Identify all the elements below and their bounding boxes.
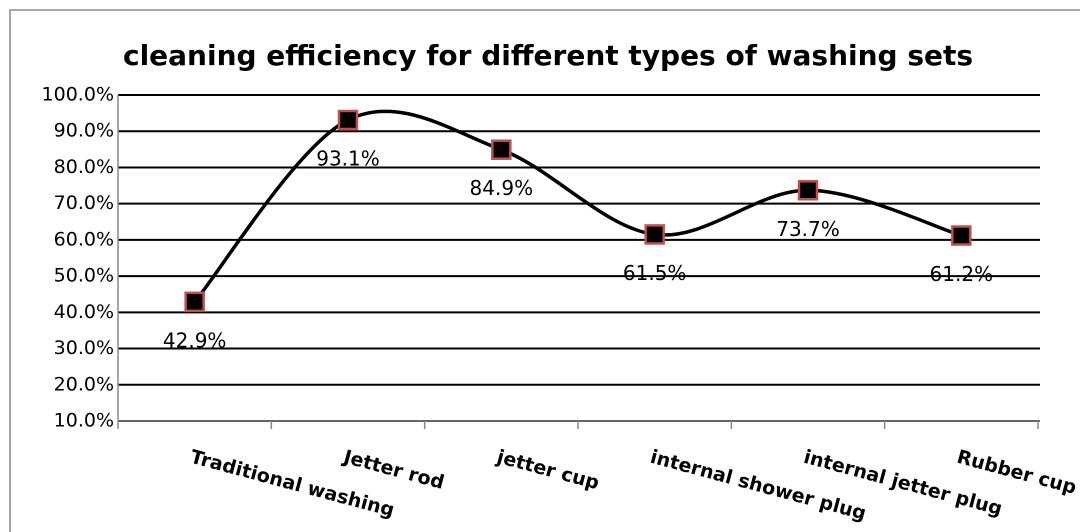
y-tick-label: 20.0% — [54, 373, 114, 395]
y-tick-label: 30.0% — [54, 337, 114, 359]
marker — [951, 225, 972, 246]
marker — [337, 109, 359, 131]
y-tick-label: 60.0% — [54, 228, 114, 250]
chart-title: cleaning efficiency for different types … — [123, 39, 973, 72]
marker — [644, 224, 665, 245]
y-tick-label: 10.0% — [54, 410, 114, 432]
data-label: 93.1% — [316, 146, 380, 170]
data-label: 61.2% — [930, 262, 994, 286]
y-tick-label: 100.0% — [42, 84, 114, 106]
chart-frame — [9, 9, 1080, 532]
marker — [491, 139, 512, 160]
data-label: 61.5% — [623, 261, 687, 285]
data-label: 84.9% — [470, 176, 534, 200]
marker — [797, 180, 819, 201]
y-tick-label: 40.0% — [54, 301, 114, 323]
y-tick-label: 50.0% — [54, 265, 114, 287]
data-label: 73.7% — [776, 217, 840, 241]
y-tick-label: 80.0% — [54, 156, 114, 178]
y-tick-label: 90.0% — [54, 120, 114, 142]
marker — [184, 291, 205, 313]
data-label: 42.9% — [163, 328, 227, 352]
y-tick-label: 70.0% — [54, 192, 114, 214]
